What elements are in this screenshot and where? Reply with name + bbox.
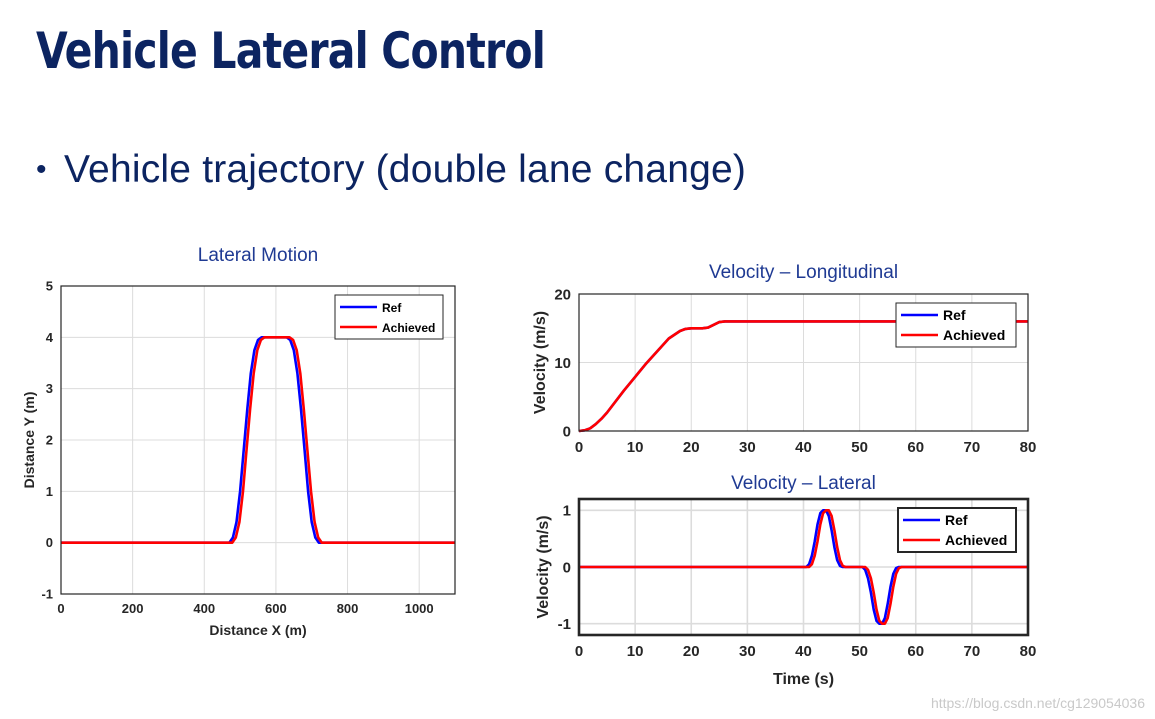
lateral-motion-legend-box — [334, 294, 444, 340]
velocity-lateral-x-tick-label: 70 — [964, 643, 981, 660]
lateral-motion-axes-box — [60, 285, 456, 595]
lateral-motion-x-tick-label: 600 — [265, 601, 287, 616]
velocity-lateral-x-tick-label: 0 — [575, 643, 583, 660]
lateral-motion-legend-label-ref: Ref — [382, 301, 402, 315]
velocity-lateral-y-tick-label: 1 — [563, 503, 571, 520]
velocity-lateral-series-achieved — [579, 509, 1028, 625]
lateral-motion-y-tick-label: 1 — [46, 484, 53, 499]
velocity-longitudinal-title: Velocity – Longitudinal — [709, 262, 898, 283]
velocity-lateral-x-tick-label: 50 — [851, 643, 868, 660]
velocity-lateral-title: Velocity – Lateral — [731, 473, 876, 494]
lateral-motion-y-axis-label: Distance Y (m) — [21, 392, 37, 489]
lateral-motion-y-tick-label: 0 — [46, 535, 53, 550]
lateral-motion-y-tick-label: 2 — [46, 433, 53, 448]
velocity-lateral-y-tick-label: -1 — [558, 616, 571, 633]
lateral-motion-series-achieved — [61, 336, 455, 544]
velocity-longitudinal-y-tick-label: 10 — [554, 355, 571, 372]
velocity-longitudinal-x-tick-label: 50 — [851, 439, 868, 456]
velocity-longitudinal-x-tick-label: 30 — [739, 439, 756, 456]
velocity-longitudinal-series-achieved — [578, 320, 1028, 433]
velocity-longitudinal-x-tick-label: 0 — [575, 439, 583, 456]
velocity-lateral-legend-box — [897, 507, 1017, 553]
bullet-text: Vehicle trajectory (double lane change) — [64, 148, 747, 191]
lateral-motion-x-tick-label: 200 — [122, 601, 144, 616]
velocity-longitudinal-x-tick-label: 70 — [964, 439, 981, 456]
velocity-longitudinal-legend-label-achieved: Achieved — [943, 327, 1005, 343]
lateral-motion-x-axis-label: Distance X (m) — [209, 622, 306, 638]
velocity-longitudinal-x-tick-label: 60 — [907, 439, 924, 456]
velocity-longitudinal-legend-label-ref: Ref — [943, 307, 966, 323]
velocity-lateral-x-tick-label: 80 — [1020, 643, 1037, 660]
velocity-longitudinal-axes-box — [578, 293, 1029, 432]
watermark: https://blog.csdn.net/cg129054036 — [930, 695, 1145, 711]
velocity-lateral-x-tick-label: 20 — [683, 643, 700, 660]
lateral-motion-y-tick-label: 3 — [46, 381, 53, 396]
slide-title: Vehicle Lateral Control — [36, 22, 546, 80]
lateral-motion-x-tick-label: 400 — [193, 601, 215, 616]
velocity-longitudinal-x-tick-label: 80 — [1020, 439, 1037, 456]
velocity-lateral-x-tick-label: 60 — [907, 643, 924, 660]
velocity-lateral-y-tick-label: 0 — [563, 559, 571, 576]
lateral-motion-legend-label-achieved: Achieved — [382, 321, 435, 335]
bullet-dot-icon: • — [36, 153, 47, 186]
lateral-motion-y-tick-label: -1 — [41, 587, 53, 602]
bullet-point: • Vehicle trajectory (double lane change… — [36, 148, 746, 192]
velocity-lateral-x-tick-label: 10 — [627, 643, 644, 660]
velocity-lateral-axes-box — [577, 497, 1030, 637]
velocity-lateral-y-axis-label: Velocity (m/s) — [535, 515, 552, 618]
velocity-lateral-x-tick-label: 30 — [739, 643, 756, 660]
velocity-lateral-x-tick-label: 40 — [795, 643, 812, 660]
velocity-longitudinal-x-tick-label: 10 — [627, 439, 644, 456]
velocity-longitudinal-x-tick-label: 20 — [683, 439, 700, 456]
lateral-motion-x-tick-label: 0 — [57, 601, 64, 616]
lateral-motion-x-tick-label: 1000 — [405, 601, 434, 616]
lateral-motion-x-tick-label: 800 — [337, 601, 359, 616]
lateral-motion-title: Lateral Motion — [198, 245, 318, 266]
velocity-longitudinal-y-tick-label: 20 — [554, 286, 571, 303]
lateral-motion-y-tick-label: 4 — [46, 330, 54, 345]
velocity-lateral-x-axis-label: Time (s) — [773, 671, 834, 688]
velocity-longitudinal-y-axis-label: Velocity (m/s) — [532, 311, 549, 414]
velocity-lateral-legend-label-achieved: Achieved — [945, 532, 1007, 548]
velocity-longitudinal-x-tick-label: 40 — [795, 439, 812, 456]
velocity-lateral-legend-label-ref: Ref — [945, 512, 968, 528]
lateral-motion-y-tick-label: 5 — [46, 279, 53, 294]
velocity-longitudinal-y-tick-label: 0 — [563, 423, 571, 440]
velocity-longitudinal-legend-box — [895, 302, 1017, 348]
